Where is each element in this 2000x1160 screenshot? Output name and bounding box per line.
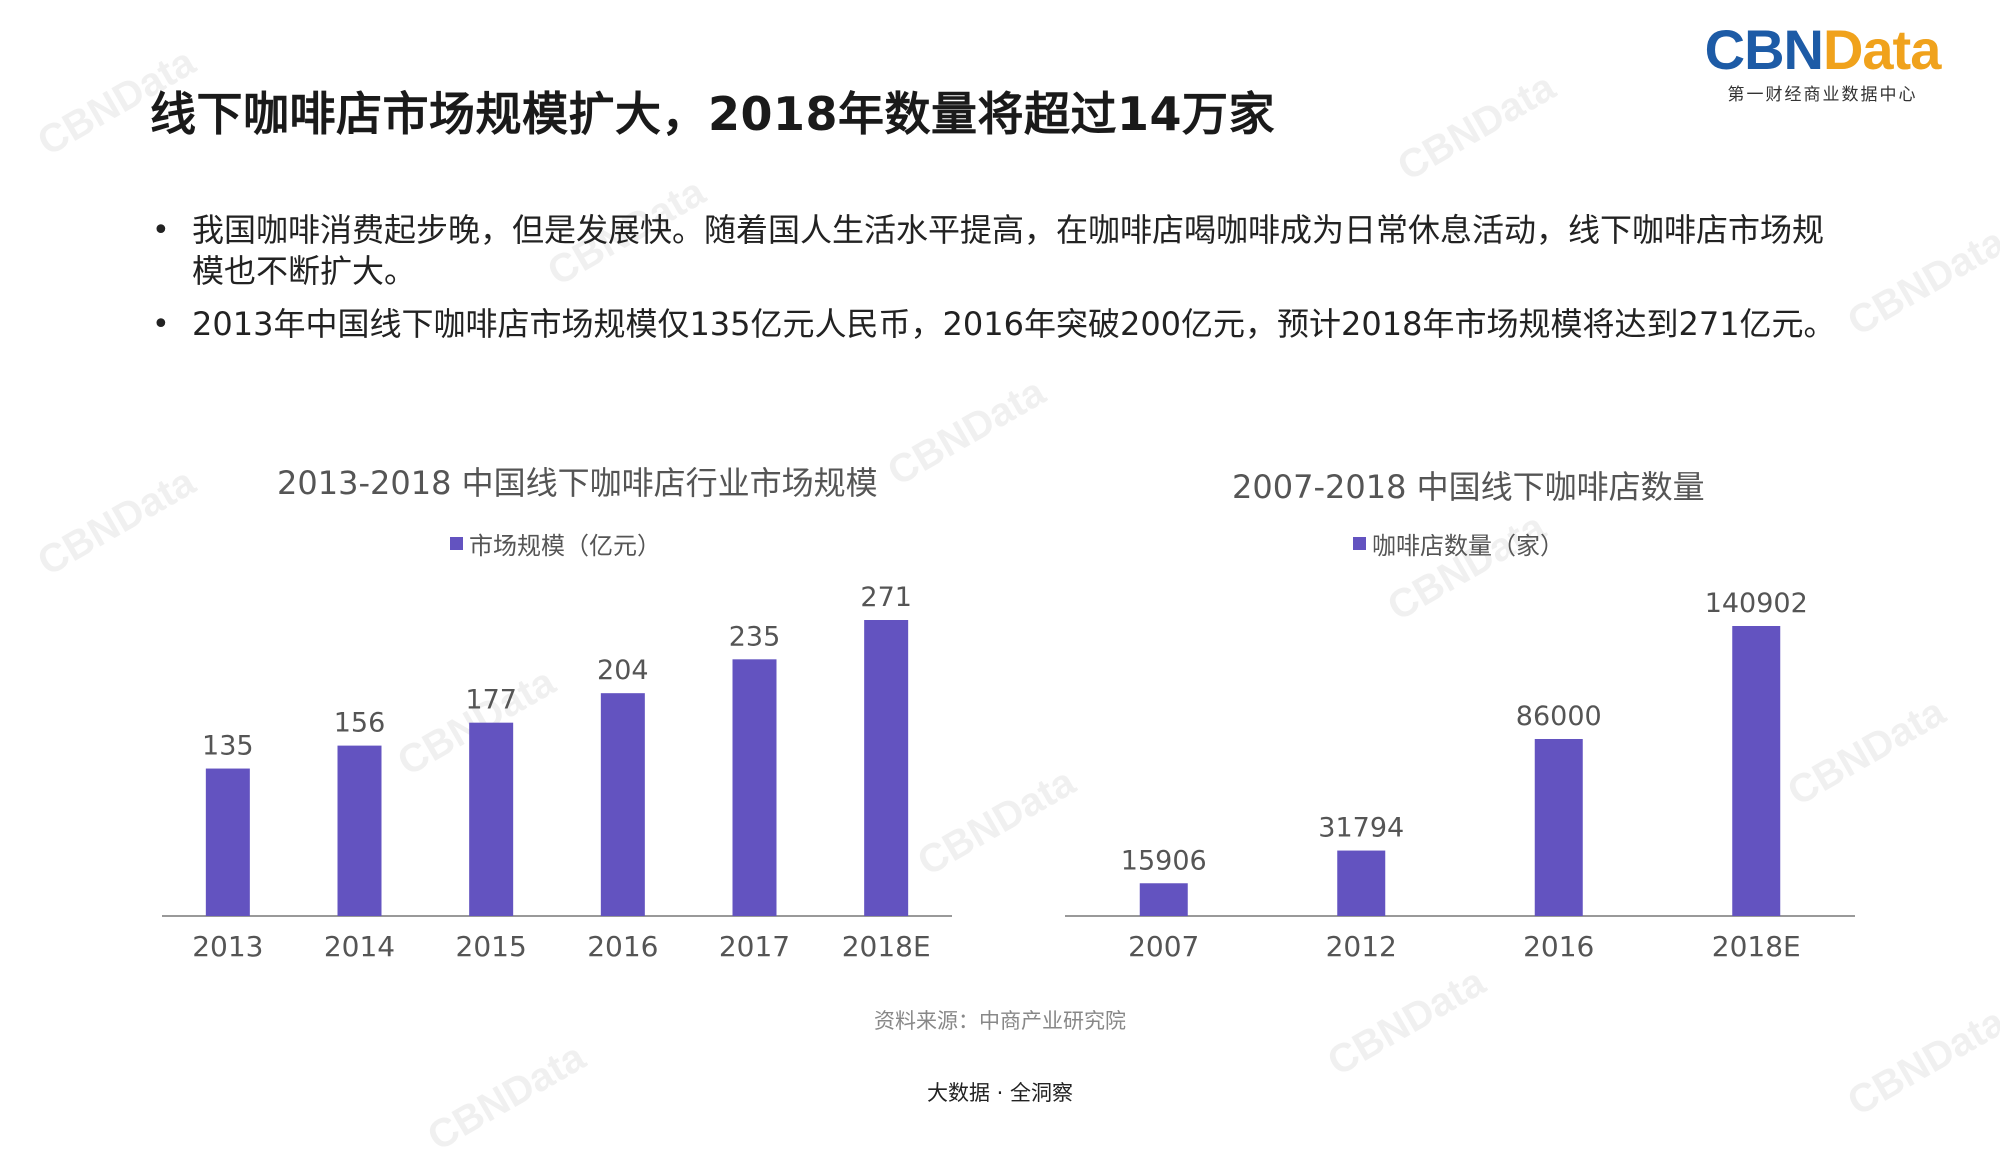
x-tick-label: 2018E <box>842 930 931 963</box>
logo-wordmark: CBNData <box>1695 22 1950 78</box>
legend-swatch <box>450 537 463 550</box>
data-label: 31794 <box>1318 813 1404 844</box>
bar <box>205 768 250 916</box>
x-tick-label: 2016 <box>1523 930 1594 963</box>
chart-title-market-size: 2013-2018 中国线下咖啡店行业市场规模 <box>277 464 878 502</box>
bullet-dot-icon: • <box>152 213 170 248</box>
bullet-text: 2013年中国线下咖啡店市场规模仅135亿元人民币，2016年突破200亿元，预… <box>192 305 1836 343</box>
data-label: 156 <box>334 708 386 739</box>
x-tick-label: 2012 <box>1326 930 1397 963</box>
logo-text-b: Data <box>1822 18 1941 81</box>
chart-title-store-count: 2007-2018 中国线下咖啡店数量 <box>1232 468 1705 506</box>
data-label: 15906 <box>1121 845 1207 876</box>
x-tick-label: 2018E <box>1712 930 1801 963</box>
data-label: 140902 <box>1705 588 1808 619</box>
legend-store-count: 咖啡店数量（家） <box>1353 526 1564 561</box>
page-title: 线下咖啡店市场规模扩大，2018年数量将超过14万家 <box>150 87 1276 141</box>
x-tick-label: 2017 <box>719 930 790 963</box>
legend-label: 市场规模（亿元） <box>469 532 661 560</box>
bullet-list: • 我国咖啡消费起步晚，但是发展快。随着国人生活水平提高，在咖啡店喝咖啡成为日常… <box>150 210 1850 357</box>
x-tick-label: 2013 <box>192 930 263 963</box>
data-label: 86000 <box>1516 701 1602 732</box>
logo-subtitle: 第一财经商业数据中心 <box>1727 85 1918 105</box>
source-note: 资料来源：中商产业研究院 <box>874 1009 1126 1033</box>
data-label: 204 <box>597 655 649 686</box>
bar <box>337 745 382 916</box>
x-tick-label: 2014 <box>324 930 395 963</box>
bar <box>469 722 514 916</box>
bullet-text: 我国咖啡消费起步晚，但是发展快。随着国人生活水平提高，在咖啡店喝咖啡成为日常休息… <box>192 211 1825 290</box>
bullet-item: • 2013年中国线下咖啡店市场规模仅135亿元人民币，2016年突破200亿元… <box>150 304 1850 345</box>
data-label: 271 <box>860 582 912 613</box>
logo-text-a: CBN <box>1704 18 1824 81</box>
bar <box>1534 738 1583 916</box>
x-tick-label: 2015 <box>456 930 527 963</box>
bullet-dot-icon: • <box>152 307 170 342</box>
bar <box>864 620 909 916</box>
data-label: 235 <box>729 621 781 652</box>
data-label: 135 <box>202 731 254 762</box>
bar <box>1337 850 1386 916</box>
legend-label: 咖啡店数量（家） <box>1372 532 1564 560</box>
x-tick-label: 2007 <box>1128 930 1199 963</box>
legend-market-size: 市场规模（亿元） <box>450 526 661 561</box>
footer-slogan: 大数据 · 全洞察 <box>926 1081 1074 1105</box>
data-label: 177 <box>465 685 517 716</box>
bullet-item: • 我国咖啡消费起步晚，但是发展快。随着国人生活水平提高，在咖啡店喝咖啡成为日常… <box>150 210 1850 292</box>
bar <box>1139 883 1188 916</box>
bar <box>732 659 777 916</box>
bar-charts: 135 2013 156 2014 177 2015 204 2016 235 2017 271 20… <box>162 582 1855 963</box>
cbndata-logo: CBNData 第一财经商业数据中心 <box>1695 22 1950 106</box>
x-tick-label: 2016 <box>587 930 658 963</box>
legend-swatch <box>1353 537 1366 550</box>
bar <box>1732 626 1781 916</box>
bar <box>600 693 645 916</box>
